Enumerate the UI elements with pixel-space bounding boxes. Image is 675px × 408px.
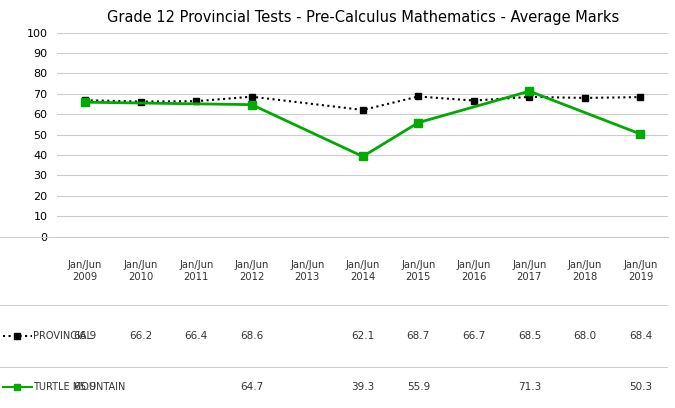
Text: 71.3: 71.3 (518, 382, 541, 392)
Text: PROVINCIAL: PROVINCIAL (33, 331, 92, 341)
Text: 66.2: 66.2 (129, 331, 153, 341)
Text: 39.3: 39.3 (351, 382, 375, 392)
Text: 68.6: 68.6 (240, 331, 263, 341)
Text: 50.3: 50.3 (629, 382, 652, 392)
Text: Jan/Jun
2013: Jan/Jun 2013 (290, 260, 325, 282)
Text: 68.0: 68.0 (573, 331, 597, 341)
Text: 68.5: 68.5 (518, 331, 541, 341)
Text: Jan/Jun
2012: Jan/Jun 2012 (234, 260, 269, 282)
Text: 55.9: 55.9 (407, 382, 430, 392)
Text: Jan/Jun
2015: Jan/Jun 2015 (401, 260, 435, 282)
Text: 62.1: 62.1 (351, 331, 375, 341)
Text: 68.4: 68.4 (629, 331, 652, 341)
Text: Jan/Jun
2010: Jan/Jun 2010 (124, 260, 158, 282)
Title: Grade 12 Provincial Tests - Pre-Calculus Mathematics - Average Marks: Grade 12 Provincial Tests - Pre-Calculus… (107, 9, 619, 24)
Text: Jan/Jun
2017: Jan/Jun 2017 (512, 260, 547, 282)
Text: Jan/Jun
2019: Jan/Jun 2019 (623, 260, 657, 282)
Text: 68.7: 68.7 (407, 331, 430, 341)
Text: Jan/Jun
2009: Jan/Jun 2009 (68, 260, 103, 282)
Text: Jan/Jun
2014: Jan/Jun 2014 (346, 260, 380, 282)
Text: 66.9: 66.9 (74, 331, 97, 341)
Text: TURTLE MOUNTAIN: TURTLE MOUNTAIN (33, 382, 126, 392)
Text: 66.7: 66.7 (462, 331, 485, 341)
Text: 64.7: 64.7 (240, 382, 263, 392)
Text: Jan/Jun
2011: Jan/Jun 2011 (179, 260, 213, 282)
Text: Jan/Jun
2016: Jan/Jun 2016 (457, 260, 491, 282)
Text: Jan/Jun
2018: Jan/Jun 2018 (568, 260, 602, 282)
Text: 66.4: 66.4 (184, 331, 208, 341)
Text: 65.9: 65.9 (74, 382, 97, 392)
